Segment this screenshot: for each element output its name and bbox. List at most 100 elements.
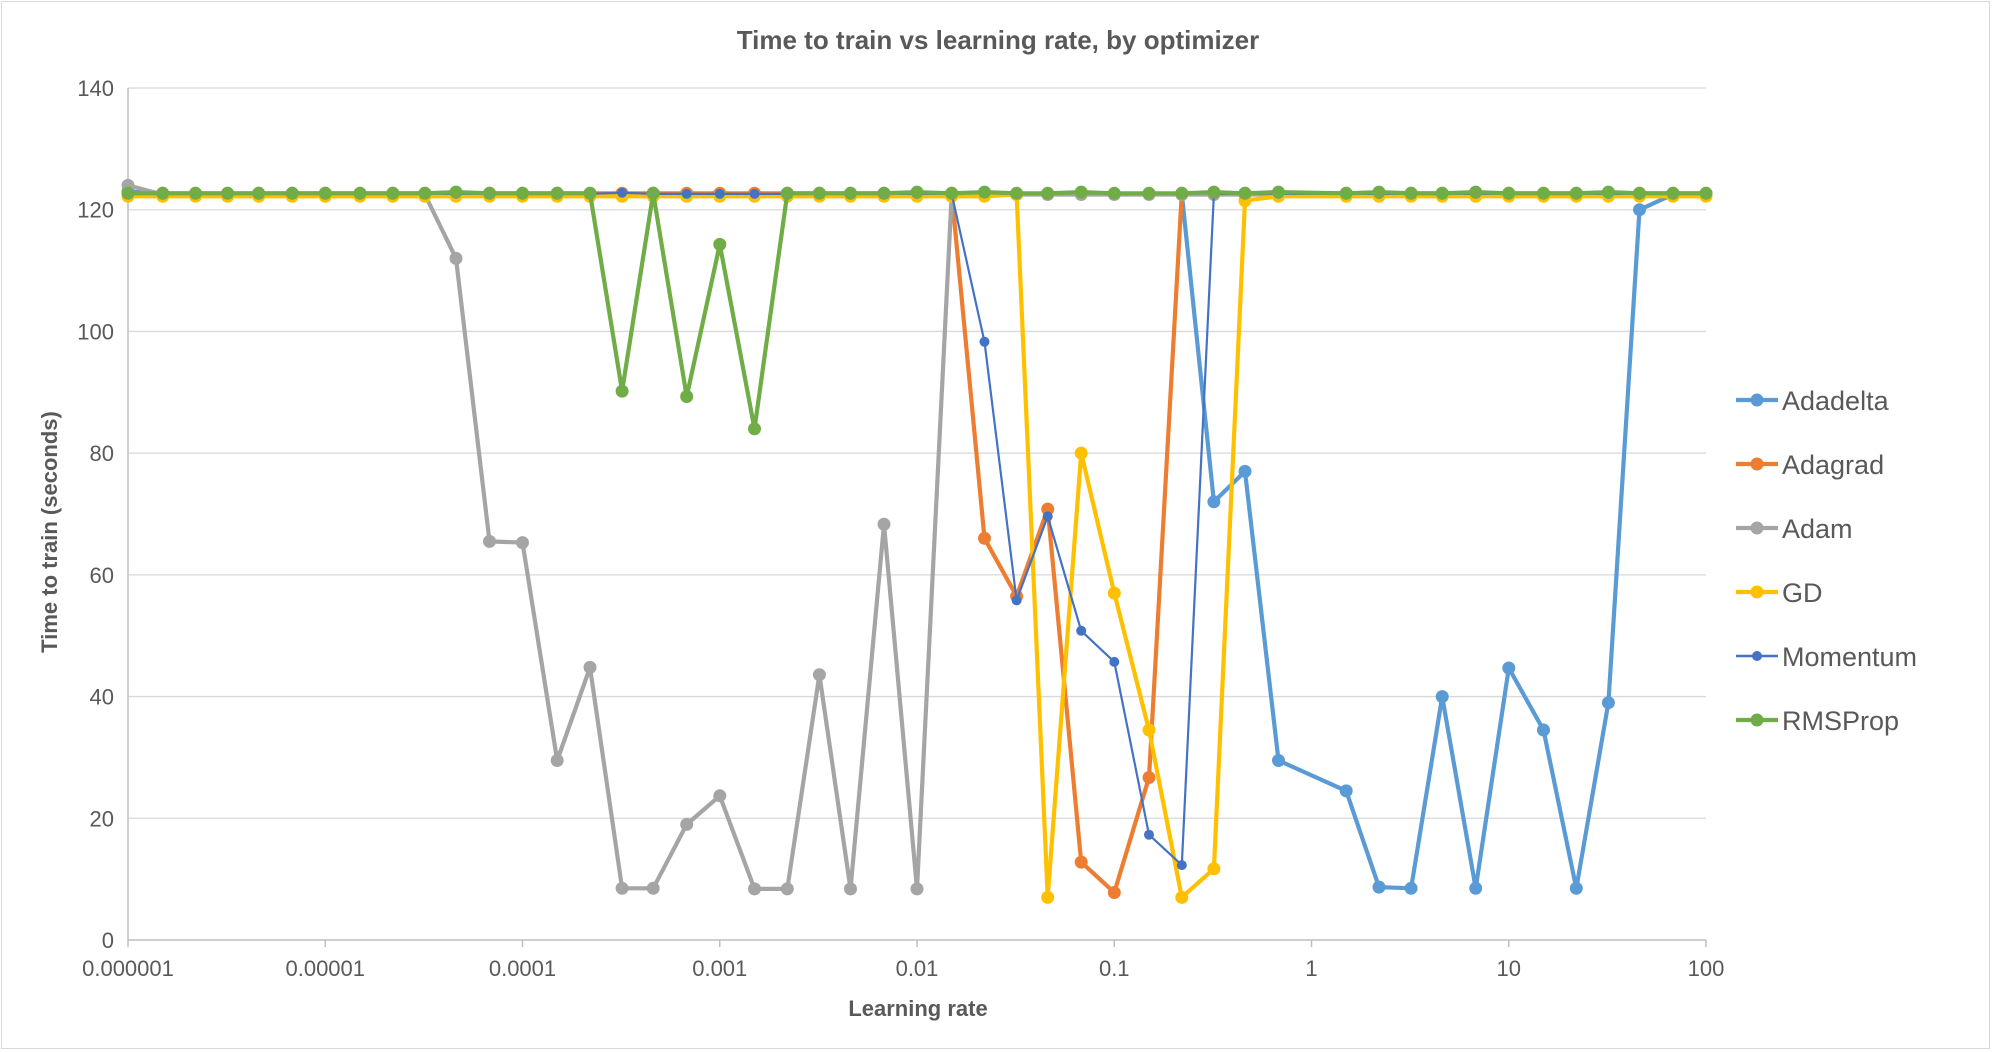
x-tick-label: 0.00001 [285,956,365,981]
data-point-rmsprop [583,186,597,200]
legend-label: Momentum [1782,642,1917,672]
x-tick-label: 1 [1305,956,1317,981]
data-point-rmsprop [1272,185,1285,199]
legend-swatch-marker [1752,651,1762,661]
data-point-rmsprop [1207,185,1221,199]
legend-item-adadelta: Adadelta [1736,386,1890,416]
data-point-rmsprop [1107,186,1121,200]
series-line-adadelta [125,189,1709,891]
legend-swatch-marker [1750,521,1764,535]
data-point-rmsprop [1569,186,1583,200]
data-point-adagrad [1142,771,1156,784]
series-rmsprop [121,185,1713,436]
x-tick-label: 0.01 [896,956,939,981]
data-point-momentum [1042,511,1053,522]
legend-swatch-marker [1750,457,1764,471]
y-tick-label: 20 [90,806,114,831]
data-point-rmsprop [156,186,170,200]
data-point-rmsprop [1175,186,1189,200]
legend-label: GD [1782,578,1823,608]
data-point-rmsprop [252,186,266,200]
series-line-adam [125,183,1709,892]
x-axis-title: Learning rate [848,996,987,1021]
data-point-momentum [617,187,628,198]
legend-item-rmsprop: RMSProp [1736,706,1899,736]
data-point-rmsprop [1699,186,1713,200]
data-point-rmsprop [418,186,432,200]
data-point-adagrad [1041,502,1055,516]
series-gd [121,188,1713,904]
data-point-rmsprop [483,186,496,200]
data-point-momentum [979,336,990,347]
legend-label: RMSProp [1782,706,1899,736]
data-point-adadelta [1207,495,1221,509]
data-point-adam [713,789,727,803]
data-point-rmsprop [318,186,332,200]
data-point-rmsprop [1010,186,1024,200]
data-point-rmsprop [910,185,924,199]
data-point-adadelta [1404,881,1418,895]
data-point-rmsprop [1537,186,1550,200]
data-point-rmsprop [945,186,959,200]
y-tick-label: 120 [77,198,114,223]
series-momentum [123,187,1711,871]
series-adadelta [121,185,1713,895]
legend-swatch-marker [1750,713,1764,727]
legend-label: Adadelta [1782,386,1890,416]
data-point-adagrad [1074,855,1088,869]
data-point-adadelta [1537,723,1550,737]
data-point-rmsprop [1372,185,1386,199]
series-line-momentum [126,191,1708,867]
legend-item-momentum: Momentum [1736,642,1917,672]
data-point-adadelta [1435,690,1449,704]
data-point-rmsprop [1238,186,1252,200]
legend-item-gd: GD [1736,578,1823,608]
x-tick-label: 100 [1688,956,1725,981]
data-point-adagrad [1107,886,1121,899]
data-point-adam [877,517,891,531]
data-point-rmsprop [189,186,202,200]
data-point-adam [483,534,496,548]
gridlines [128,87,1706,819]
data-point-rmsprop [353,186,367,200]
series-layer [121,178,1713,904]
x-tick-label: 0.000001 [82,956,174,981]
data-point-momentum [1176,860,1187,871]
series-line-gd [125,192,1709,900]
legend-item-adagrad: Adagrad [1736,450,1884,480]
data-point-rmsprop [877,186,891,200]
x-tick-label: 0.0001 [489,956,556,981]
data-point-adam [680,817,694,831]
data-point-rmsprop [550,186,564,200]
data-point-rmsprop [1469,185,1483,199]
data-point-momentum [1144,829,1154,840]
legend: Adadelta Adagrad Adam GD Momentum RMSProp [1736,386,1917,736]
data-point-momentum [749,188,760,199]
data-point-rmsprop [844,186,857,200]
data-point-adam [844,882,857,896]
x-tick-label: 10 [1497,956,1521,981]
series-adam [121,178,1713,896]
data-point-gd [1175,890,1189,904]
data-point-gd [1142,723,1156,737]
data-point-adam [615,881,629,895]
data-point-rmsprop [1502,186,1516,200]
data-point-adam [449,251,463,265]
data-point-adam [646,881,660,895]
data-point-adam [583,660,597,674]
data-point-rmsprop [780,186,794,200]
data-point-rmsprop [1633,186,1646,200]
data-point-momentum [681,188,692,199]
data-point-rmsprop [285,186,299,200]
data-point-gd [1207,862,1221,876]
data-point-adam [910,882,924,896]
data-point-adam [550,754,564,767]
x-tick-label: 0.001 [692,956,747,981]
data-point-rmsprop [1435,186,1449,200]
data-point-rmsprop [812,186,826,200]
data-point-rmsprop [121,186,135,200]
data-point-adam [516,536,529,550]
data-point-rmsprop [1074,185,1088,199]
series-adagrad [121,186,1713,899]
